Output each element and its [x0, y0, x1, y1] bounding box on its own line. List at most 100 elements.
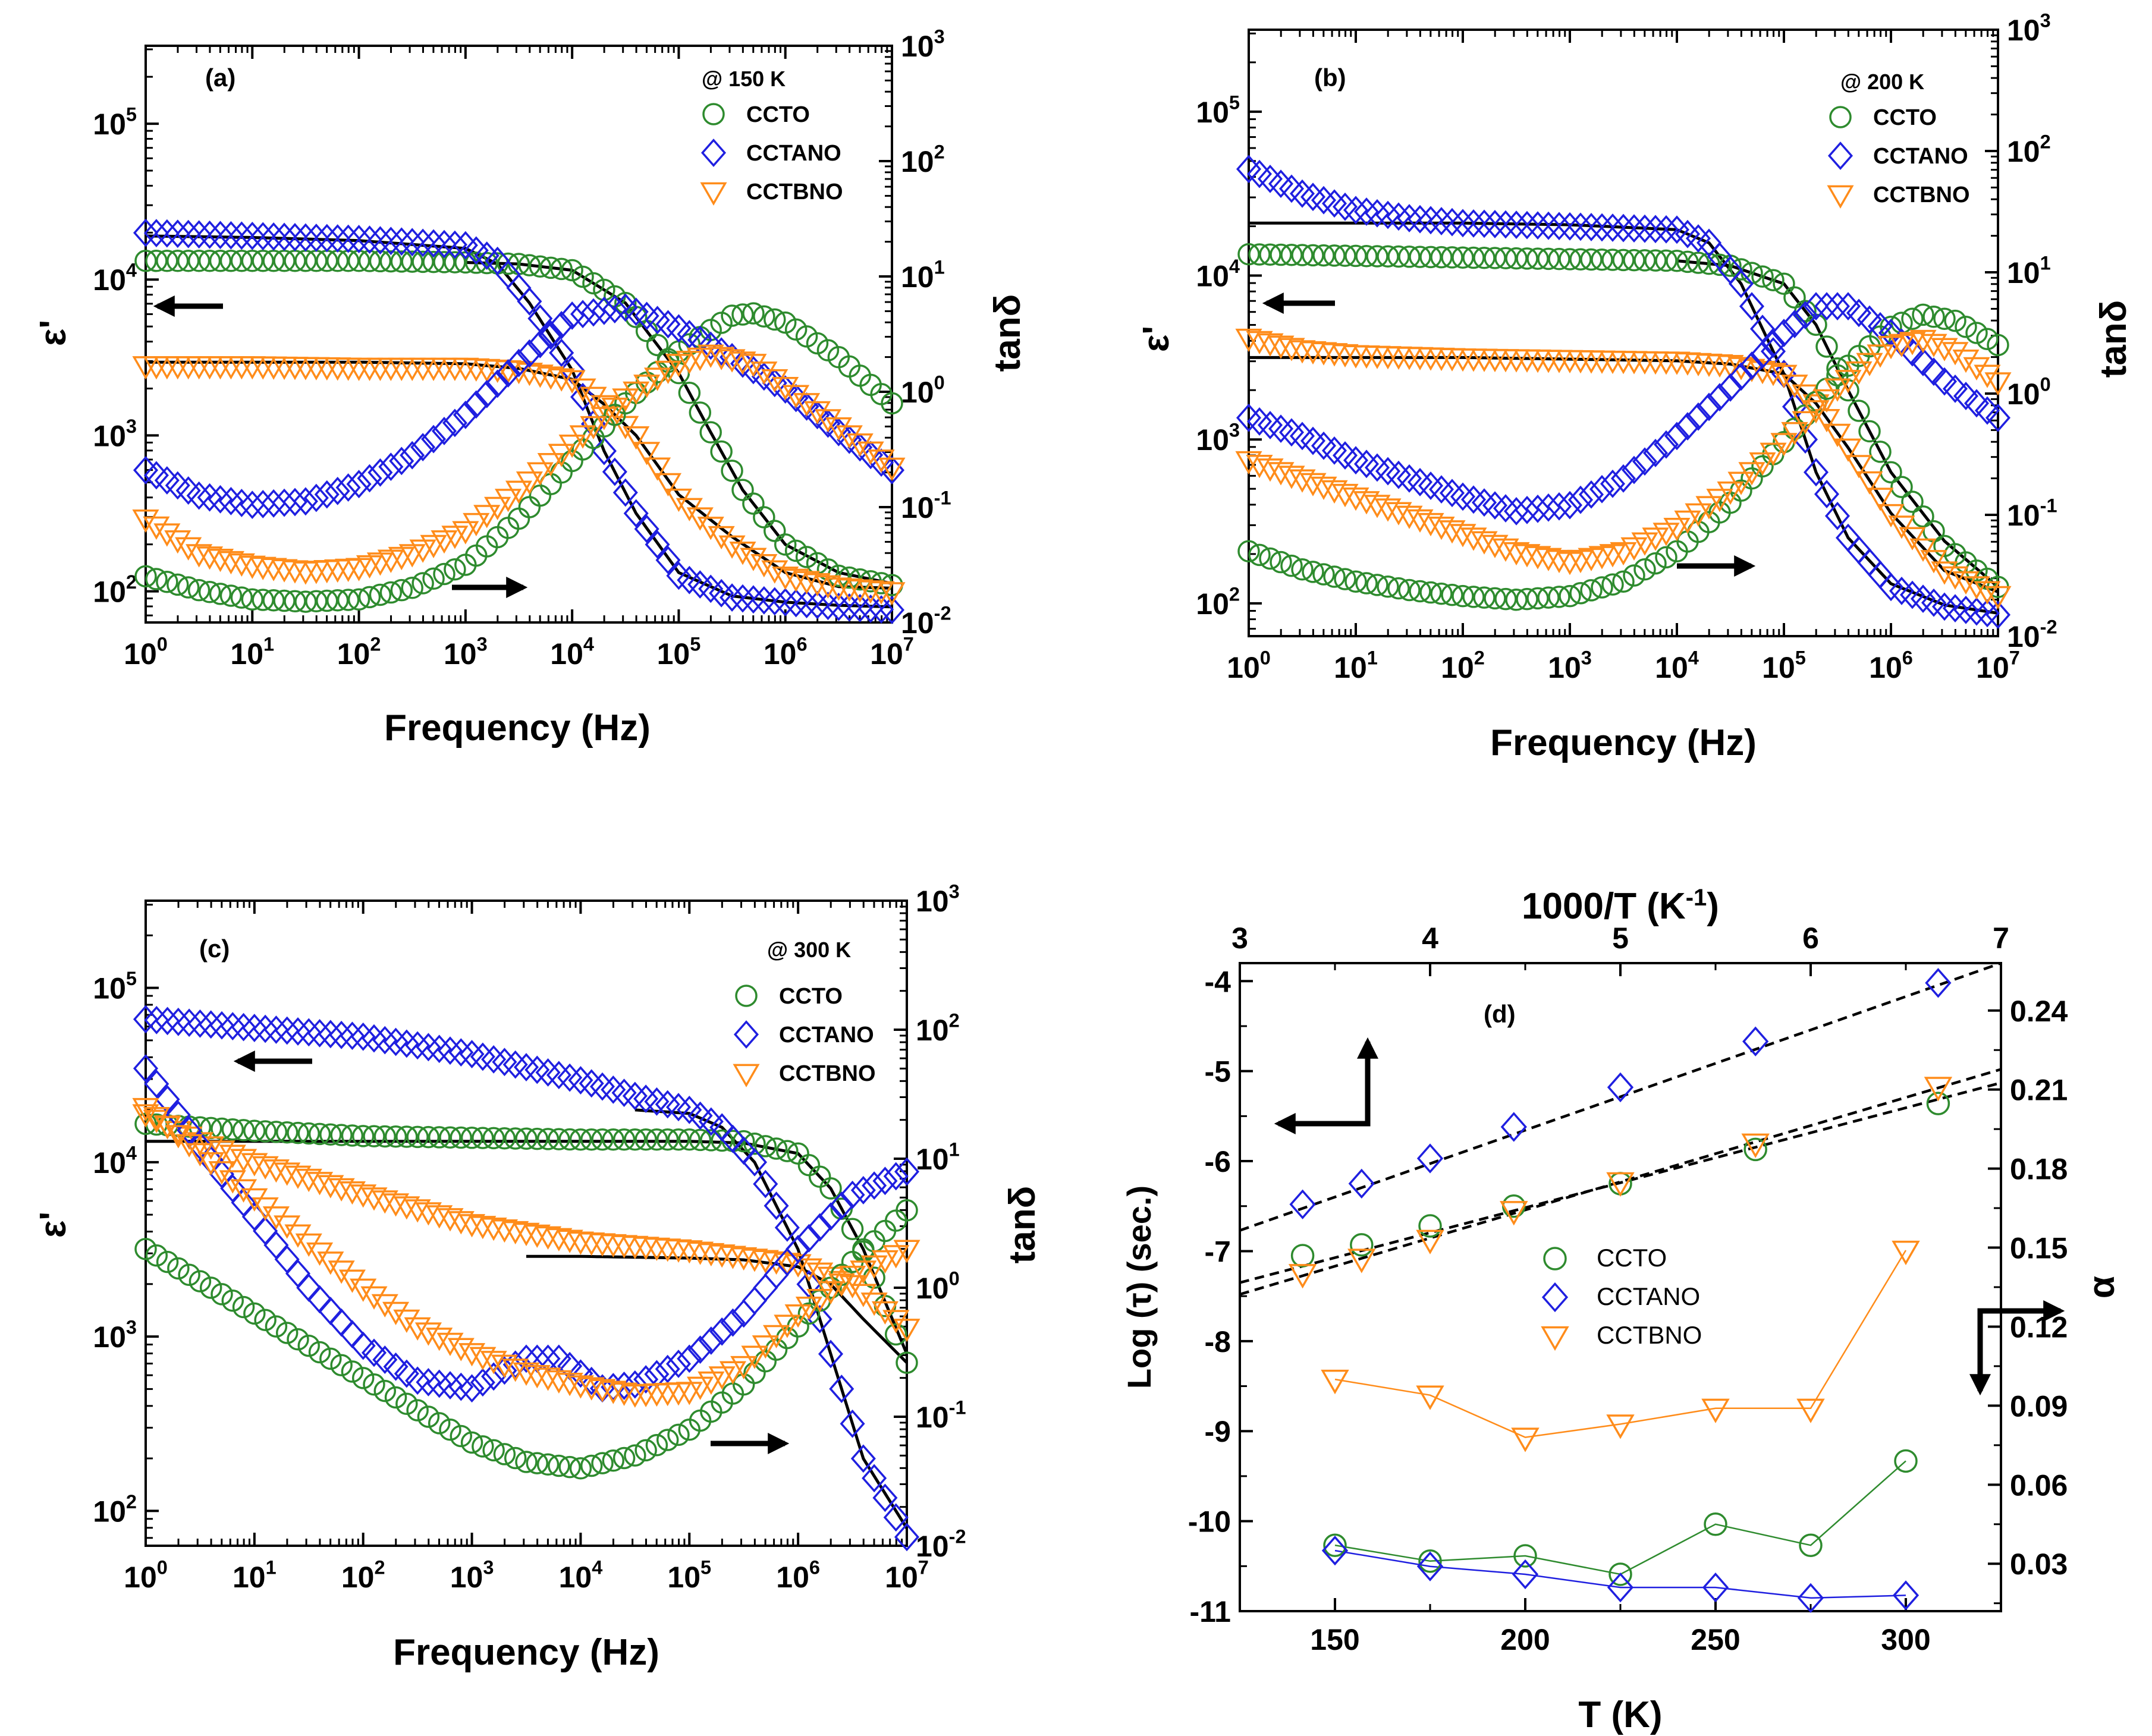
data-point: [1856, 471, 1883, 495]
data-point: [271, 559, 298, 583]
data-point: [1621, 455, 1647, 485]
y2-tick-label: 10-2: [901, 603, 951, 640]
y2-tick-label: 10-1: [2007, 495, 2057, 533]
data-point: [474, 379, 499, 408]
series-cctano-eps: [1236, 155, 2011, 630]
data-point: [776, 1140, 799, 1162]
data-point: [360, 1286, 388, 1310]
data-point: [550, 257, 573, 281]
panel-c-legend: CCTO CCTANO CCTBNO: [733, 984, 876, 1087]
legend-marker-cctano: [700, 139, 727, 167]
data-point: [1610, 464, 1636, 493]
data-point: [1278, 418, 1305, 447]
panel-d-x-axis-label: T (K): [1578, 1694, 1662, 1735]
panel-c-y2-axis-label: tanδ: [1002, 1186, 1043, 1264]
data-point: [209, 583, 232, 605]
data-point: [426, 1034, 452, 1064]
panel-b-label: (b): [1314, 64, 1346, 92]
data-point: [1824, 292, 1851, 321]
data-point: [358, 586, 381, 609]
data-point: [526, 462, 554, 486]
data-point: [473, 505, 501, 529]
data-point: [398, 544, 426, 568]
data-point: [742, 492, 765, 515]
data-point: [1925, 968, 1952, 998]
data-point: [862, 1464, 887, 1493]
data-point: [1708, 253, 1731, 276]
data-point: [623, 426, 650, 450]
data-point: [601, 1075, 626, 1104]
data-point: [580, 416, 607, 440]
data-point: [1302, 561, 1324, 583]
data-point: [318, 1020, 343, 1049]
data-point: [1909, 538, 1937, 562]
data-point: [439, 1418, 461, 1441]
data-point: [591, 296, 617, 325]
data-point: [1248, 243, 1271, 266]
data-point: [378, 452, 404, 481]
data-point: [784, 539, 808, 562]
data-point: [516, 471, 544, 495]
data-point: [569, 1457, 592, 1480]
data-point: [196, 546, 224, 570]
data-point: [1321, 1369, 1349, 1395]
data-point: [872, 1483, 898, 1512]
data-point: [145, 250, 168, 272]
data-point: [422, 250, 445, 273]
data-point: [186, 1143, 214, 1167]
data-point: [1237, 540, 1260, 562]
data-point: [1396, 204, 1422, 232]
data-point: [1500, 1201, 1528, 1226]
data-point: [1901, 490, 1924, 513]
data-point: [400, 441, 425, 470]
data-point: [1760, 363, 1787, 386]
y2-tick-label: 103: [916, 881, 960, 919]
data-point: [404, 1199, 431, 1223]
fit-line: [1249, 356, 1999, 593]
data-point: [361, 1338, 387, 1367]
data-point: [254, 1120, 277, 1143]
data-point: [654, 473, 682, 496]
data-point: [1676, 250, 1699, 273]
y2-tick-label: 10-1: [916, 1397, 966, 1435]
data-point: [1760, 329, 1786, 358]
data-point: [379, 250, 403, 273]
data-point: [837, 593, 862, 622]
data-point: [447, 1211, 475, 1235]
data-point: [433, 562, 455, 586]
data-point: [297, 1334, 321, 1357]
x-tick-label: 103: [1548, 647, 1592, 685]
y2-tick-label: 0.12: [2010, 1310, 2068, 1344]
data-point: [1569, 248, 1592, 271]
data-point: [1653, 523, 1680, 546]
data-point: [338, 1269, 366, 1293]
data-point: [1920, 334, 1947, 357]
data-point: [1278, 174, 1305, 203]
data-point: [871, 1250, 899, 1274]
data-point: [329, 1020, 354, 1049]
data-point: [405, 1366, 431, 1395]
data-point: [416, 1367, 441, 1397]
x-tick-label: 200: [1500, 1623, 1550, 1656]
data-point: [730, 584, 756, 613]
data-point: [686, 1376, 714, 1400]
data-point: [1450, 209, 1476, 238]
data-point: [1525, 211, 1551, 240]
y2-tick-label: 0.03: [2010, 1548, 2068, 1581]
data-point: [306, 1172, 334, 1196]
data-point: [284, 1165, 312, 1189]
data-point: [1471, 209, 1497, 238]
data-point: [740, 548, 767, 571]
data-point: [1642, 215, 1669, 244]
data-point: [612, 388, 639, 412]
data-point: [230, 586, 253, 609]
data-point: [656, 1429, 679, 1451]
data-point: [793, 393, 821, 417]
data-point: [431, 530, 458, 554]
data-point: [250, 490, 276, 518]
data-point: [646, 334, 669, 357]
legend-label-ccto: CCTO: [779, 984, 843, 1009]
data-point: [1922, 520, 1945, 543]
data-point: [1606, 1414, 1635, 1439]
data-point: [1246, 407, 1273, 436]
